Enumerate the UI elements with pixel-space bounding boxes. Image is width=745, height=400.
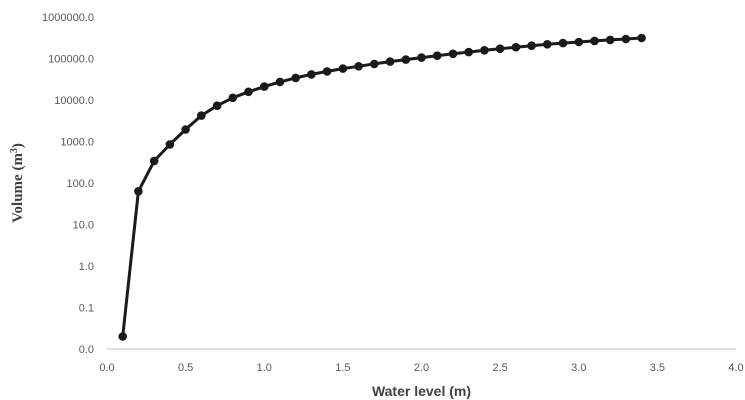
y-tick-label: 1000.0 (60, 137, 94, 149)
x-tick-label: 0.5 (178, 362, 193, 374)
x-tick-label: 0.0 (99, 362, 114, 374)
data-point (605, 35, 615, 45)
data-point (621, 34, 631, 44)
data-point (322, 67, 332, 76)
y-axis-title-superscript: 3 (9, 148, 20, 153)
data-point (197, 111, 206, 120)
x-axis-ticks: 0.0 0.5 1.0 1.5 2.0 2.5 3.0 3.5 4.0 (99, 362, 743, 374)
data-point (558, 38, 568, 48)
data-point (495, 44, 505, 53)
data-point (149, 156, 159, 166)
data-point (244, 87, 253, 97)
y-tick-label: 100.0 (66, 178, 94, 190)
data-point (370, 59, 379, 69)
y-tick-label: 1000000.0 (42, 12, 94, 24)
x-tick-label: 3.0 (571, 362, 586, 374)
series-line (121, 36, 642, 337)
x-tick-label: 3.5 (650, 362, 665, 374)
data-point (464, 47, 474, 57)
data-point (527, 41, 536, 50)
data-point (307, 70, 316, 79)
data-point (212, 101, 222, 110)
y-tick-label: 0.1 (79, 303, 94, 315)
y-tick-label: 1.0 (79, 261, 94, 273)
y-axis-title-main: Volume (m (10, 153, 26, 223)
data-point (480, 46, 489, 55)
data-point (354, 62, 363, 71)
y-axis-title: Volume (m3) (9, 143, 27, 223)
data-point (181, 125, 190, 134)
data-point (417, 53, 426, 62)
x-tick-label: 4.0 (728, 362, 743, 374)
data-point (291, 73, 301, 83)
y-axis-title-suffix: ) (10, 143, 26, 148)
data-point (338, 64, 348, 73)
data-point (165, 140, 175, 149)
y-tick-label: 100000.0 (48, 54, 94, 66)
y-tick-label: 10000.0 (54, 95, 94, 107)
data-point (511, 42, 521, 52)
y-tick-label: 0.0 (79, 344, 94, 356)
data-point (228, 93, 238, 103)
x-tick-label: 2.0 (414, 362, 429, 374)
x-axis-title: Water level (m) (372, 383, 471, 399)
data-point (448, 49, 458, 59)
data-point (385, 57, 395, 66)
data-point (118, 332, 127, 341)
data-point (134, 187, 143, 196)
x-tick-label: 1.5 (335, 362, 350, 374)
data-point (260, 82, 269, 91)
data-point (275, 77, 285, 87)
data-point (543, 40, 552, 49)
series-layer (118, 33, 646, 341)
data-point (432, 51, 442, 60)
y-tick-label: 10.0 (73, 220, 94, 232)
data-point (637, 33, 646, 43)
x-tick-label: 1.0 (257, 362, 272, 374)
data-point (590, 36, 599, 46)
data-point (574, 37, 584, 47)
data-point (401, 55, 411, 64)
x-tick-label: 2.5 (492, 362, 507, 374)
y-axis-ticks: 0.0 0.1 1.0 10.0 100.0 1000.0 10000.0 100000.0 1… (42, 12, 94, 356)
